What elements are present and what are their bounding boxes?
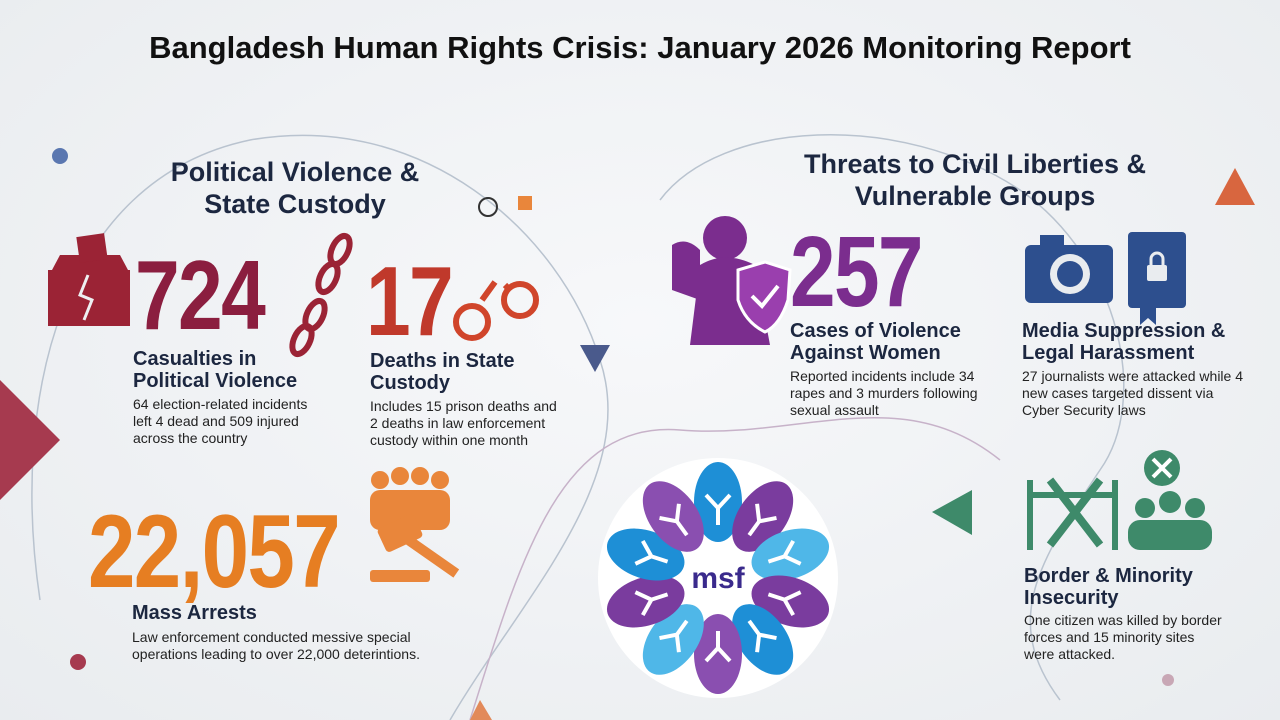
stat-label: Cases of Violence Against Women: [790, 320, 961, 364]
stat-number: 257: [790, 216, 924, 328]
logo-petal: [606, 575, 685, 628]
stat-description: 64 election-related incidents left 4 dea…: [133, 396, 308, 446]
logo-figure: [747, 503, 777, 537]
logo-figure: [634, 590, 669, 617]
stat-description: Reported incidents include 34 rapes and …: [790, 368, 978, 418]
logo-figure: [659, 619, 689, 653]
stat-description: Law enforcement conducted messive specia…: [132, 629, 420, 662]
logo-petal: [732, 604, 794, 675]
logo-figure: [767, 539, 802, 566]
stat-label: Media Suppression & Legal Harassment: [1022, 320, 1226, 364]
logo-text: msf: [691, 562, 745, 595]
logo-petal: [694, 614, 742, 694]
logo-petal: [694, 462, 742, 542]
stat-number: 17: [366, 246, 454, 356]
logo-figure: [659, 503, 689, 537]
stat-number: 724: [135, 240, 266, 350]
stat-label: Deaths in State Custody: [370, 350, 515, 394]
section-title: Political Violence & State Custody: [170, 157, 420, 219]
stat-description: One citizen was killed by border forces …: [1024, 612, 1222, 662]
logo-petal: [751, 528, 830, 581]
stat-description: 27 journalists were attacked while 4 new…: [1022, 368, 1244, 418]
logo-figure: [747, 619, 777, 653]
page-title: Bangladesh Human Rights Crisis: January …: [149, 30, 1131, 65]
stat-label: Casualties in Political Violence: [133, 348, 298, 392]
stat-label: Mass Arrests: [132, 602, 257, 624]
stat-number: 22,057: [88, 494, 341, 610]
logo-figure: [767, 590, 802, 617]
logo-figure: [704, 493, 732, 525]
stat-label: Border & Minority Insecurity: [1024, 565, 1193, 609]
section-title: Threats to Civil Liberties & Vulnerable …: [803, 149, 1147, 211]
logo-figure: [634, 539, 669, 566]
logo-figure: [704, 631, 732, 663]
logo-petal: [642, 481, 704, 552]
stat-description: Includes 15 prison deaths and 2 deaths i…: [370, 398, 557, 448]
